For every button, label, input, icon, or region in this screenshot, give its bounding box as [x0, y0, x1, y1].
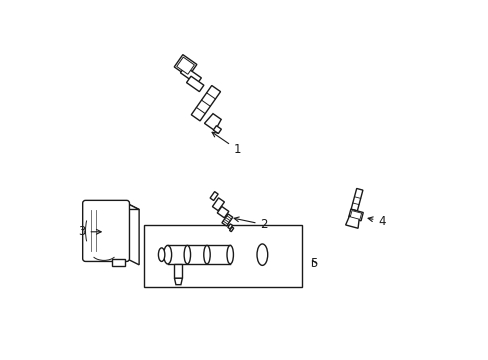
Polygon shape	[210, 192, 218, 201]
Bar	[144, 225, 301, 287]
Text: 1: 1	[212, 132, 241, 156]
Bar	[174, 264, 182, 278]
Polygon shape	[191, 85, 220, 121]
Text: 5: 5	[310, 257, 317, 270]
Ellipse shape	[203, 246, 210, 264]
Polygon shape	[217, 207, 228, 218]
Polygon shape	[212, 198, 224, 211]
Text: 2: 2	[234, 217, 267, 231]
Ellipse shape	[257, 244, 267, 265]
Polygon shape	[85, 203, 139, 210]
Polygon shape	[213, 126, 221, 134]
Ellipse shape	[163, 246, 171, 264]
Ellipse shape	[184, 246, 190, 264]
Polygon shape	[180, 66, 201, 84]
FancyBboxPatch shape	[82, 201, 129, 261]
Text: 4: 4	[367, 215, 385, 228]
Polygon shape	[222, 214, 232, 226]
Polygon shape	[350, 189, 362, 211]
Ellipse shape	[158, 248, 164, 261]
Polygon shape	[204, 114, 221, 131]
Polygon shape	[229, 227, 233, 232]
Polygon shape	[186, 76, 203, 92]
Polygon shape	[345, 216, 359, 228]
Ellipse shape	[226, 246, 233, 264]
Text: 3: 3	[78, 225, 101, 238]
Polygon shape	[112, 258, 124, 266]
Polygon shape	[126, 203, 139, 265]
Polygon shape	[348, 209, 363, 221]
Polygon shape	[176, 57, 194, 74]
Polygon shape	[174, 55, 197, 77]
Polygon shape	[174, 278, 182, 285]
Polygon shape	[349, 211, 361, 219]
Polygon shape	[227, 224, 232, 229]
